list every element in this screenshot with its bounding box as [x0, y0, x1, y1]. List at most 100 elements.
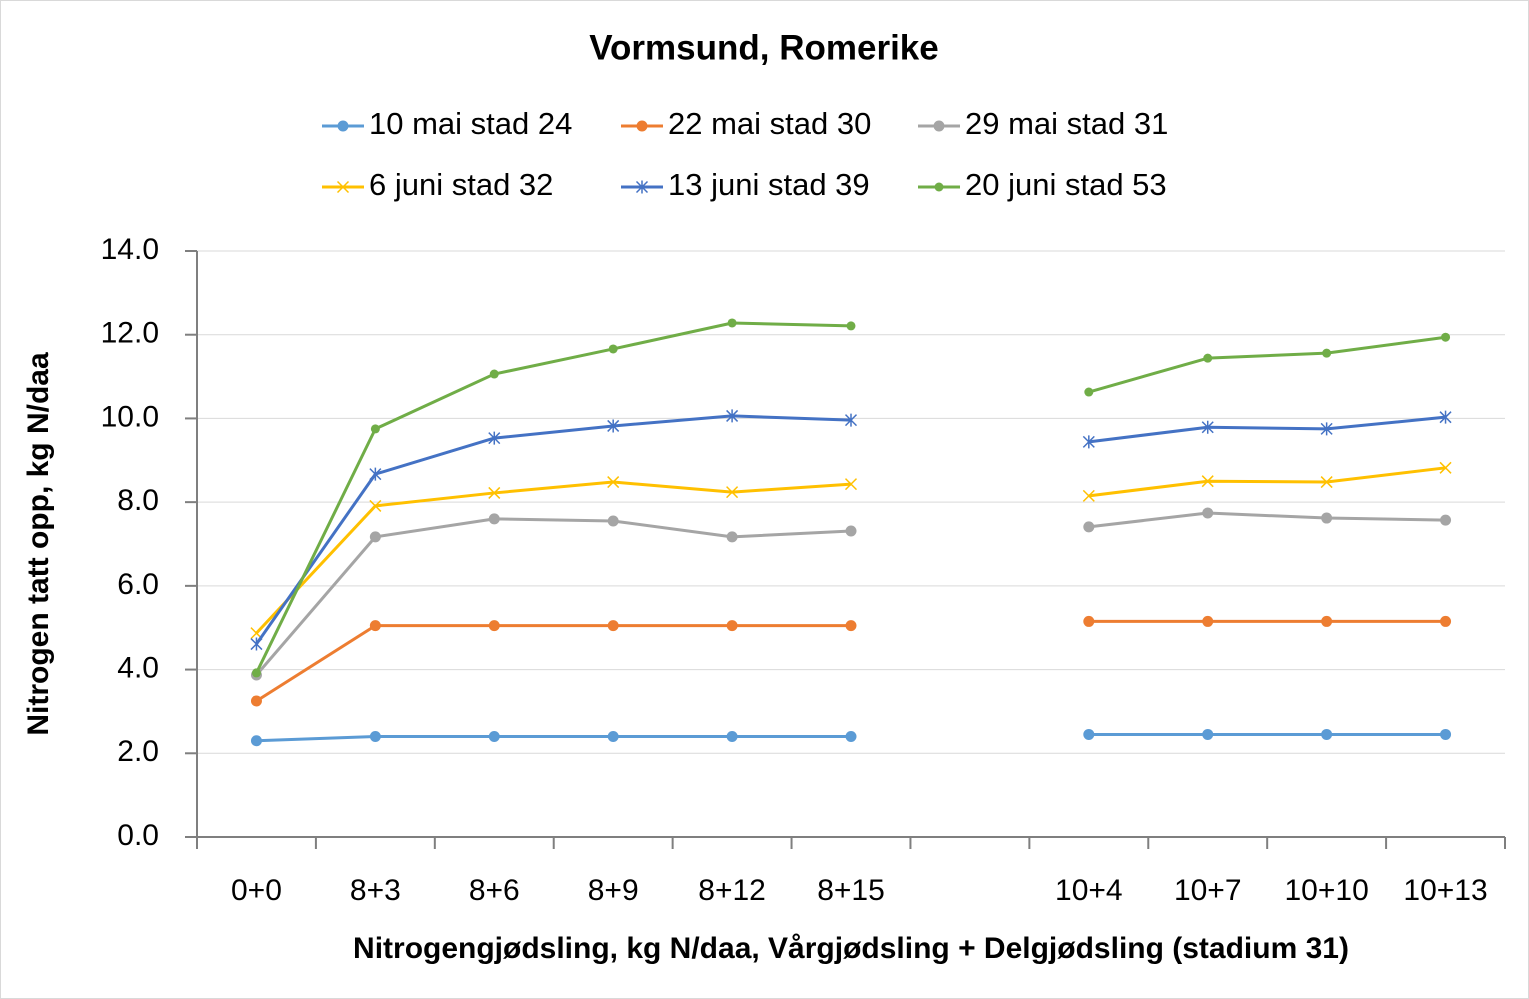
- data-point: [369, 620, 381, 632]
- data-point: [844, 478, 858, 491]
- data-point: [488, 513, 500, 525]
- series-line: [255, 480, 852, 635]
- x-tick-label: 8+6: [469, 874, 520, 907]
- series-line: [1088, 466, 1446, 498]
- series-line: [1088, 335, 1446, 394]
- data-point: [250, 735, 262, 747]
- data-point: [251, 668, 261, 678]
- y-tick-label: 8.0: [117, 484, 159, 517]
- data-point: [1321, 512, 1333, 524]
- series-line: [1088, 511, 1446, 529]
- x-tick-label: 10+13: [1403, 874, 1487, 907]
- y-tick-label: 6.0: [117, 568, 159, 601]
- legend-marker: [336, 180, 350, 194]
- data-point: [488, 486, 501, 499]
- data-point: [369, 467, 382, 481]
- data-point: [845, 525, 857, 537]
- data-point: [726, 531, 738, 543]
- y-tick-label: 12.0: [101, 317, 159, 350]
- data-point: [489, 369, 499, 379]
- y-tick-label: 2.0: [117, 735, 159, 768]
- data-point: [1320, 422, 1333, 436]
- legend-label: 22 mai stad 30: [668, 106, 871, 141]
- data-point: [1083, 728, 1095, 740]
- data-point: [370, 424, 380, 434]
- data-point: [726, 409, 739, 423]
- data-point: [369, 531, 381, 543]
- data-point: [1084, 387, 1094, 397]
- data-point: [1320, 476, 1333, 489]
- data-point: [727, 318, 737, 328]
- data-point: [726, 486, 739, 499]
- data-point: [1083, 615, 1095, 627]
- data-point: [488, 620, 500, 632]
- data-point: [607, 419, 620, 433]
- data-point: [1321, 615, 1333, 627]
- data-point: [1321, 728, 1333, 740]
- data-point: [607, 731, 619, 743]
- data-point: [608, 344, 618, 354]
- series-line: [255, 624, 851, 703]
- legend-marker: [635, 180, 649, 194]
- y-axis-label: Nitrogen tatt opp, kg N/daa: [22, 352, 55, 736]
- y-tick-label: 10.0: [101, 400, 159, 433]
- x-tick-label: 8+12: [698, 874, 766, 907]
- data-point: [846, 321, 856, 331]
- x-tick-label: 8+15: [817, 874, 885, 907]
- series-line: [256, 735, 851, 743]
- data-point: [1082, 489, 1095, 502]
- series-line: [1088, 415, 1446, 444]
- legend-label: 10 mai stad 24: [369, 106, 572, 141]
- data-point: [369, 499, 382, 512]
- x-tick-label: 0+0: [231, 874, 282, 907]
- x-axis-label: Nitrogengjødsling, kg N/daa, Vårgjødslin…: [353, 932, 1349, 965]
- x-tick-label: 8+3: [350, 874, 401, 907]
- data-point: [607, 620, 619, 632]
- data-point: [845, 620, 857, 632]
- legend-label: 13 juni stad 39: [668, 167, 870, 202]
- data-point: [1439, 461, 1452, 474]
- series-line: [255, 414, 852, 645]
- data-point: [726, 731, 738, 743]
- legend-marker: [934, 182, 944, 192]
- series-line: [255, 517, 852, 676]
- data-point: [1082, 435, 1095, 449]
- data-point: [845, 731, 857, 743]
- chart-title: Vormsund, Romerike: [589, 28, 938, 67]
- x-tick-label: 10+7: [1174, 874, 1242, 907]
- data-point: [250, 695, 262, 707]
- x-tick-label: 10+10: [1285, 874, 1369, 907]
- data-point: [844, 413, 858, 427]
- legend-label: 20 juni stad 53: [965, 167, 1167, 202]
- data-point: [488, 731, 500, 743]
- data-point: [1202, 615, 1214, 627]
- y-tick-label: 14.0: [101, 233, 159, 266]
- y-tick-label: 4.0: [117, 651, 159, 684]
- legend-label: 6 juni stad 32: [369, 167, 553, 202]
- data-point: [1201, 420, 1214, 434]
- data-point: [488, 431, 501, 445]
- x-tick-label: 10+4: [1055, 874, 1123, 907]
- data-point: [1441, 332, 1451, 342]
- data-point: [607, 476, 620, 489]
- legend-marker: [636, 120, 648, 132]
- data-point: [369, 731, 381, 743]
- data-point: [1203, 353, 1213, 363]
- legend-marker: [933, 120, 945, 132]
- data-point: [1439, 410, 1452, 424]
- data-point: [607, 515, 619, 527]
- data-point: [1440, 615, 1452, 627]
- series-line: [255, 321, 852, 674]
- data-point: [1440, 514, 1452, 526]
- data-point: [1201, 475, 1214, 488]
- legend-marker: [337, 120, 349, 132]
- data-point: [726, 620, 738, 632]
- data-point: [1202, 507, 1214, 519]
- x-tick-label: 8+9: [588, 874, 639, 907]
- legend-label: 29 mai stad 31: [965, 106, 1168, 141]
- data-point: [1202, 728, 1214, 740]
- y-tick-label: 0.0: [117, 819, 159, 852]
- data-point: [250, 637, 263, 651]
